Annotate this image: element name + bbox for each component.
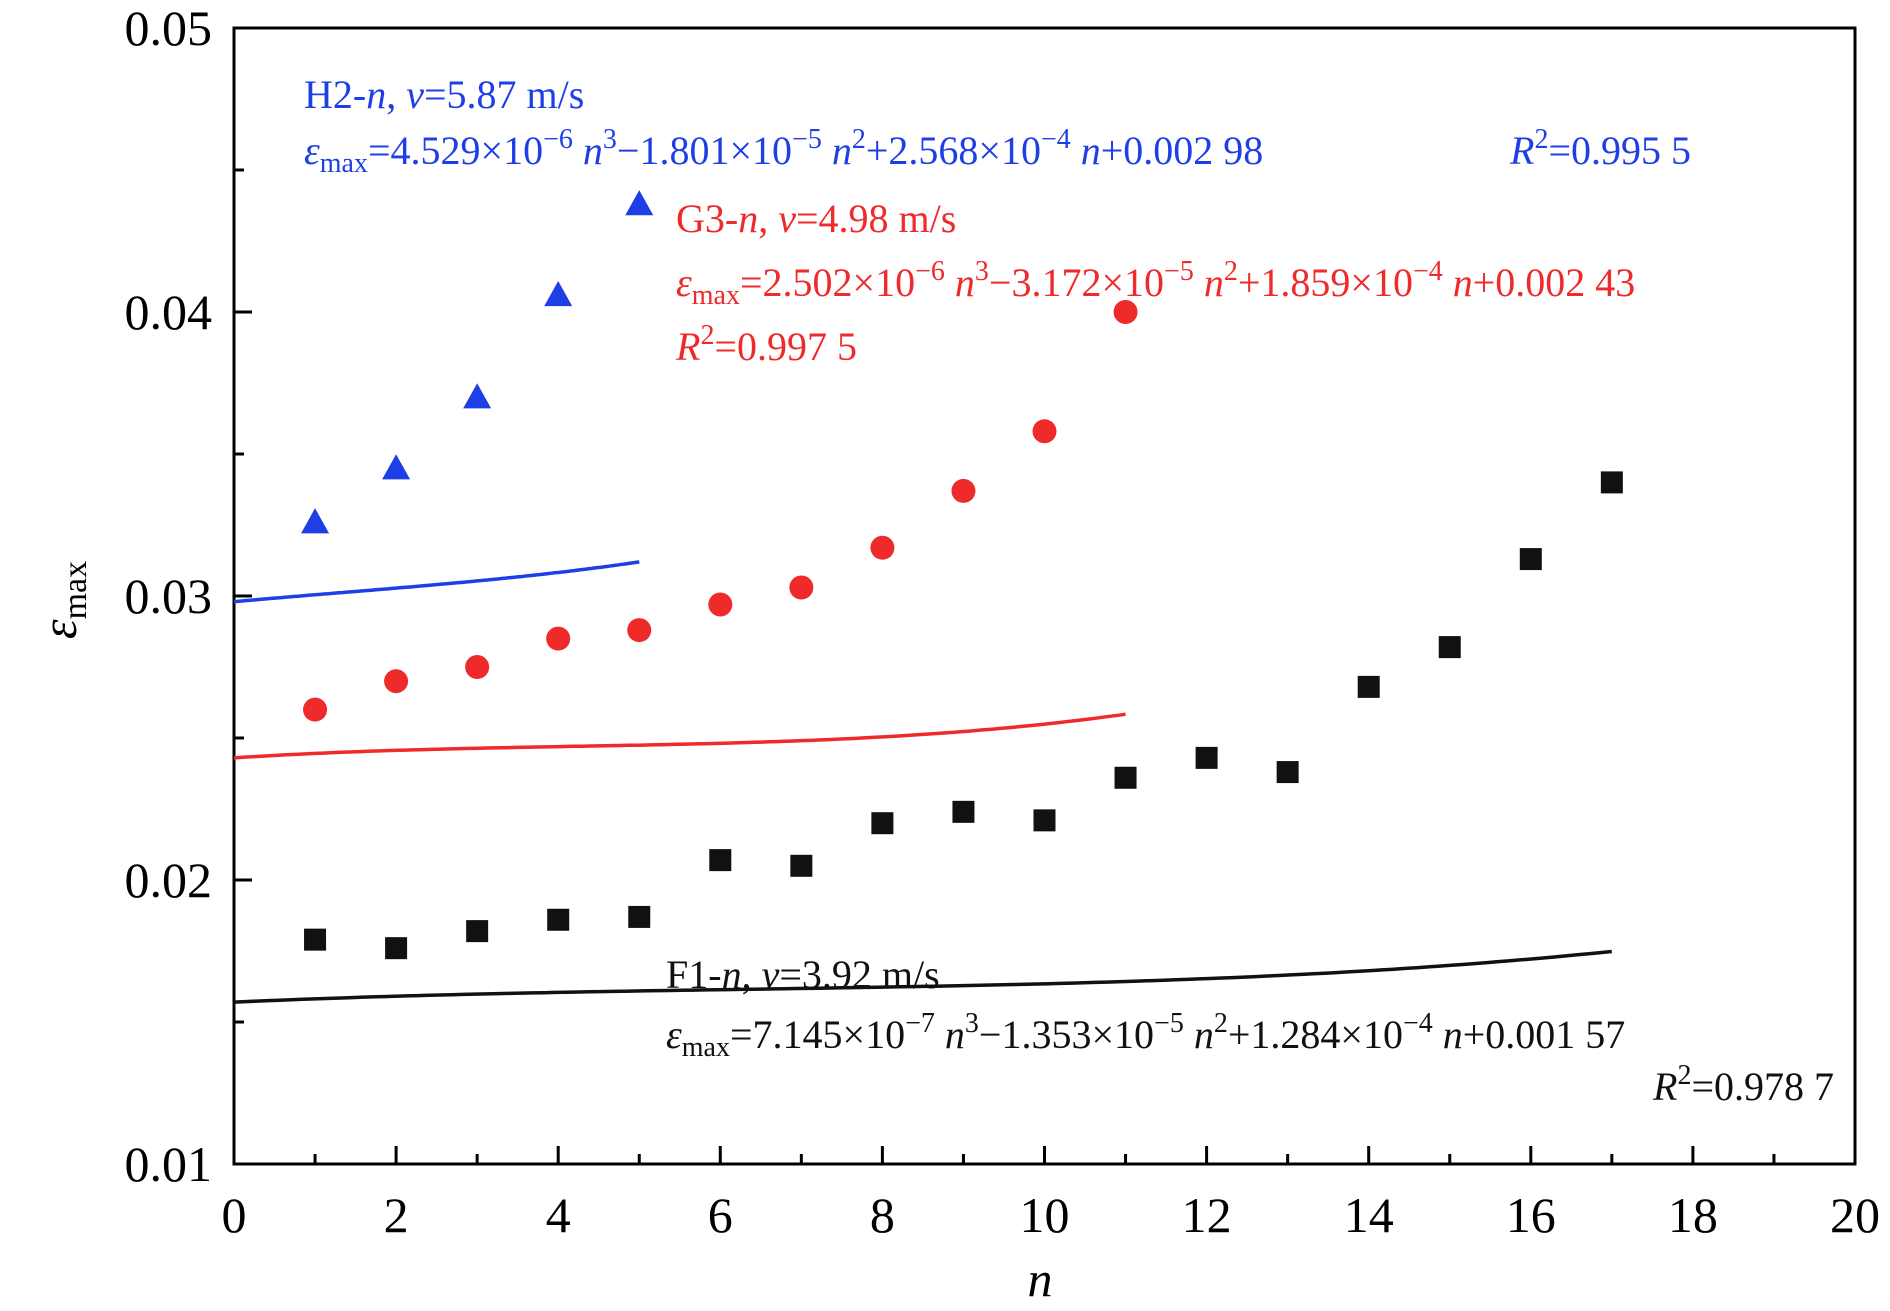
y-tick-label: 0.04 xyxy=(125,284,213,340)
y-tick-label: 0.01 xyxy=(125,1136,213,1192)
g3-equation: εmax=2.502×10−6 n3−3.172×10−5 n2+1.859×1… xyxy=(676,256,1635,311)
y-axis-title: εmax xyxy=(31,561,94,639)
f1-data-point xyxy=(385,937,408,960)
f1-data-point xyxy=(1357,675,1380,698)
fit-curves xyxy=(233,560,1612,1004)
g3-data-point xyxy=(465,655,490,679)
y-axis-title-subscript: max xyxy=(57,561,94,620)
f1-data-point xyxy=(1600,471,1623,494)
g3-label-line1: G3-n, v=4.98 m/s xyxy=(676,196,956,241)
x-tick-label: 12 xyxy=(1182,1187,1232,1243)
f1-data-point xyxy=(709,849,732,872)
g3-annotation: G3-n, v=4.98 m/s εmax=2.502×10−6 n3−3.17… xyxy=(675,196,1635,369)
x-tick-label: 18 xyxy=(1668,1187,1718,1243)
g3-data-point xyxy=(951,478,976,503)
x-tick-label: 16 xyxy=(1506,1187,1556,1243)
f1-data-point xyxy=(1195,746,1218,769)
x-tick-label: 2 xyxy=(384,1187,409,1243)
f1-annotation: F1-n, v=3.92 m/s εmax=7.145×10−7 n3−1.35… xyxy=(666,952,1834,1109)
f1-r-squared: R2=0.978 7 xyxy=(1652,1060,1834,1109)
f1-data-point xyxy=(1276,761,1299,784)
axis-ticks: 0 2 4 6 8 10 12 14 16 18 20 0.01 0.02 0.03 0.04 0.05 xyxy=(125,0,1881,1243)
y-tick-label: 0.05 xyxy=(125,0,213,56)
y-tick-label: 0.03 xyxy=(125,568,213,624)
h2-label-line1: H2-n, v=5.87 m/s xyxy=(304,72,584,117)
g3-r-squared: R2=0.997 5 xyxy=(675,320,857,369)
data-markers xyxy=(301,190,1623,960)
g3-data-point xyxy=(627,618,652,643)
f1-data-point xyxy=(304,928,327,951)
x-tick-label: 0 xyxy=(222,1187,247,1243)
f1-data-point xyxy=(871,812,894,835)
f1-data-point xyxy=(1033,809,1056,832)
f1-data-point xyxy=(628,905,651,928)
g3-data-point xyxy=(1113,300,1138,324)
f1-equation: εmax=7.145×10−7 n3−1.353×10−5 n2+1.284×1… xyxy=(666,1008,1625,1063)
x-axis-title: n xyxy=(1028,1251,1053,1306)
x-tick-label: 4 xyxy=(546,1187,571,1243)
f1-data-point xyxy=(1438,636,1461,659)
h2-data-point xyxy=(382,454,411,480)
f1-data-point xyxy=(547,908,570,931)
g3-data-point xyxy=(384,669,409,694)
g3-data-point xyxy=(870,535,895,560)
h2-fit-curve xyxy=(233,560,640,604)
h2-data-point xyxy=(463,383,492,409)
h2-annotation: H2-n, v=5.87 m/s εmax=4.529×10−6 n3−1.80… xyxy=(304,72,1691,179)
h2-data-point xyxy=(544,280,573,307)
svg-text:εmax: εmax xyxy=(31,561,94,639)
x-tick-label: 14 xyxy=(1344,1187,1394,1243)
y-axis-title-symbol: ε xyxy=(31,619,87,639)
g3-data-point xyxy=(1032,419,1057,444)
g3-fit-curve xyxy=(233,712,1126,760)
f1-data-point xyxy=(466,920,489,943)
f1-data-point xyxy=(1114,766,1137,789)
x-tick-label: 10 xyxy=(1020,1187,1070,1243)
f1-label-line1: F1-n, v=3.92 m/s xyxy=(666,952,940,997)
g3-data-point xyxy=(708,592,733,617)
g3-data-point xyxy=(789,575,814,600)
h2-equation: εmax=4.529×10−6 n3−1.801×10−5 n2+2.568×1… xyxy=(304,124,1263,179)
f1-data-point xyxy=(1519,548,1542,571)
f1-data-point xyxy=(790,854,813,877)
g3-data-point xyxy=(303,697,328,722)
h2-data-point xyxy=(301,508,330,534)
x-tick-label: 8 xyxy=(870,1187,895,1243)
x-tick-label: 6 xyxy=(708,1187,733,1243)
f1-fit-curve xyxy=(233,949,1612,1004)
g3-data-point xyxy=(546,626,571,651)
y-tick-label: 0.02 xyxy=(125,852,213,908)
h2-r-squared: R2=0.995 5 xyxy=(1509,124,1691,173)
x-tick-label: 20 xyxy=(1830,1187,1880,1243)
f1-data-point xyxy=(952,800,975,823)
h2-data-point xyxy=(625,190,654,216)
